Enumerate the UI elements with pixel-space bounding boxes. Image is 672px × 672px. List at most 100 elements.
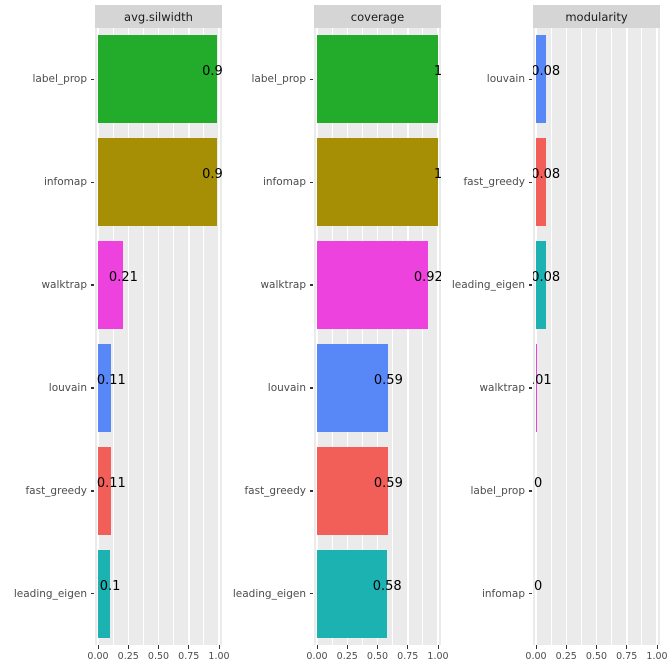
bar-fast_greedy [317,446,389,535]
major-gridline [565,28,567,645]
y-axis-label-walktrap: walktrap [479,381,525,394]
y-axis-label-leading_eigen: leading_eigen [451,279,525,292]
minor-gridline [112,28,114,645]
x-tick-label: 0.50 [366,651,389,662]
facet-strip: avg.silwidth [95,5,222,28]
bar-value-label: 0.01 [533,372,552,388]
major-gridline [595,28,598,645]
x-tick-mark [626,645,628,649]
major-gridline [376,28,379,645]
bar-value-label: 0.08 [533,167,561,183]
major-gridline [626,28,628,645]
bar-walktrap [98,241,124,330]
y-tick-mark [91,592,94,595]
facet-title: coverage [350,9,405,24]
y-axis-label-louvain: louvain [48,381,87,394]
facet-strip: coverage [314,5,441,28]
y-axis-label-fast_greedy: fast_greedy [25,484,87,497]
x-tick-label: 0.50 [147,651,170,662]
minor-gridline [580,28,582,645]
y-axis-label-infomap: infomap [262,176,306,189]
bar-value-label: 0.1 [99,578,121,594]
y-tick-mark [529,490,532,492]
bar-label_prop [98,35,217,124]
minor-gridline [550,28,552,645]
x-tick-label: 0.00 [87,651,109,662]
x-tick-label: 0.25 [117,651,139,662]
y-tick-mark [310,490,313,492]
major-gridline [535,28,537,645]
facet-title: avg.silwidth [124,9,193,24]
y-axis-label-fast_greedy: fast_greedy [244,484,306,497]
major-gridline [218,28,220,645]
minor-gridline [641,28,643,645]
bar-value-label: 0.98 [202,64,222,80]
x-tick-label: 0.75 [178,651,200,662]
y-axis-label-infomap: infomap [481,587,525,600]
y-axis-label-fast_greedy: fast_greedy [463,176,525,189]
x-tick-mark [565,645,567,649]
x-tick-mark [407,645,409,649]
major-gridline [316,28,318,645]
y-tick-mark [91,78,94,81]
y-tick-mark [529,284,532,286]
minor-gridline [142,28,144,645]
bar-fast_greedy [98,446,112,535]
bar-value-label: 0 [534,578,543,594]
y-tick-mark [310,78,313,81]
bar-value-label: 0 [534,475,543,491]
major-gridline [127,28,129,645]
bar-infomap [98,138,217,227]
x-tick-label: 0.00 [306,651,328,662]
x-tick-mark [377,645,378,649]
bar-walktrap [317,241,429,330]
major-gridline [346,28,348,645]
x-tick-label: 0.50 [585,651,608,662]
y-axis-label-louvain: louvain [486,73,525,86]
y-tick-mark [529,181,532,183]
y-axis-label-leading_eigen: leading_eigen [13,587,87,600]
y-tick-mark [529,387,532,389]
major-gridline [437,28,439,645]
facet-modularity: modularity 0.08 0.08 0.08 0.01 0 0 louvain fas… [441,0,668,672]
x-tick-mark [596,645,597,649]
plot-panel: 0.98 0.98 0.21 0.11 0.11 0.1 [95,28,222,645]
x-tick-mark [97,645,99,649]
facet-avg-silwidth: avg.silwidth 0.98 0.98 0.21 0.11 0.11 0.1 lab… [3,0,230,672]
bar-value-label: 0.92 [413,270,441,286]
bar-leading_eigen [317,549,388,638]
minor-gridline [173,28,175,645]
bar-value-label: 0.58 [372,578,402,594]
major-gridline [157,28,160,645]
y-tick-mark [310,284,313,286]
y-axis-label-label_prop: label_prop [470,484,525,497]
bar-label_prop [317,35,438,124]
minor-gridline [611,28,613,645]
minor-gridline [392,28,394,645]
y-axis-label-walktrap: walktrap [260,279,306,292]
bar-value-label: 0.59 [373,372,403,388]
x-tick-label: 0.75 [616,651,638,662]
y-tick-mark [310,592,313,595]
bar-louvain [536,35,546,124]
minor-gridline [203,28,205,645]
bar-louvain [317,343,389,432]
y-axis-label-walktrap: walktrap [41,279,87,292]
major-gridline [188,28,190,645]
y-tick-mark [529,592,532,595]
y-tick-mark [310,181,313,183]
x-tick-mark [158,645,159,649]
bar-value-label: 0.21 [108,270,138,286]
x-tick-label: 0.25 [336,651,358,662]
bar-value-label: 0.98 [202,167,222,183]
y-tick-mark [91,181,94,183]
bar-value-label: 0.11 [96,475,126,491]
x-tick-mark [188,645,190,649]
minor-gridline [331,28,333,645]
major-gridline [407,28,409,645]
x-tick-label: 0.75 [397,651,419,662]
facet-coverage: coverage 1 1 0.92 0.59 0.59 0.58 label_prop in… [222,0,449,672]
bar-value-label: 1 [433,64,441,80]
plot-panel: 0.08 0.08 0.08 0.01 0 0 [533,28,660,645]
